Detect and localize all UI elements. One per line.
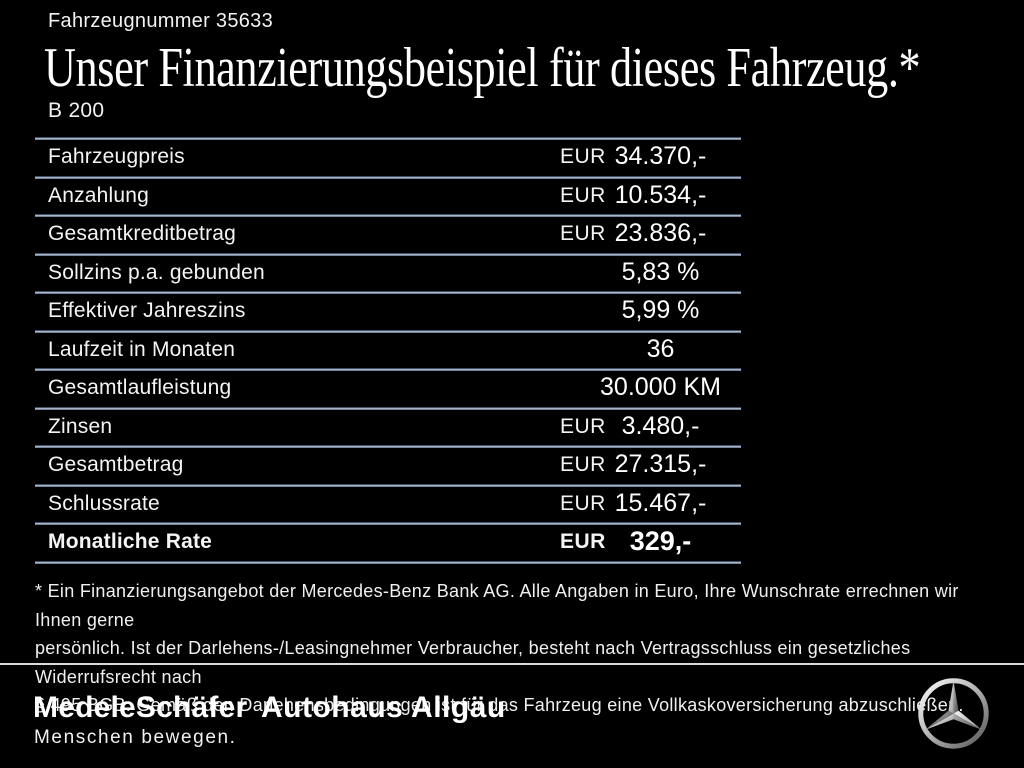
table-row: Schlussrate EUR 15.467,-	[35, 483, 741, 523]
footnote-line: * Ein Finanzierungsangebot der Mercedes-…	[35, 581, 959, 630]
table-row: Anzahlung EUR 10.534,-	[35, 175, 741, 215]
row-label: Sollzins p.a. gebunden	[48, 260, 265, 284]
row-label: Monatliche Rate	[48, 530, 213, 553]
row-label: Anzahlung	[48, 183, 150, 207]
mercedes-star-icon	[915, 675, 992, 752]
table-row: Effektiver Jahreszins 5,99 %	[35, 291, 741, 330]
row-label: Fahrzeugpreis	[48, 145, 185, 168]
row-value: 34.370,-	[614, 142, 707, 170]
table-row: Gesamtlaufleistung 30.000 KM	[35, 368, 741, 407]
model-name: B 200	[48, 99, 105, 122]
row-currency: EUR	[560, 414, 606, 438]
footnote-line: persönlich. Ist der Darlehens-/Leasingne…	[35, 638, 911, 687]
dealer-logo-autohaus-allgaeu: Autohaus Allgäu	[261, 691, 506, 724]
row-label: Laufzeit in Monaten	[48, 337, 236, 361]
finance-table: Fahrzeugpreis EUR 34.370,- Anzahlung EUR…	[35, 137, 741, 564]
table-row: Gesamtkreditbetrag EUR 23.836,-	[35, 214, 741, 253]
table-row: Sollzins p.a. gebunden 5,83 %	[35, 252, 741, 292]
row-currency: EUR	[560, 491, 606, 515]
row-label: Gesamtbetrag	[48, 453, 184, 476]
row-currency: EUR	[560, 453, 606, 476]
row-currency: EUR	[560, 183, 606, 207]
row-value: 30.000 KM	[600, 373, 721, 401]
row-value: 5,99 %	[621, 296, 700, 324]
row-currency: EUR	[560, 530, 606, 553]
row-currency: EUR	[560, 222, 606, 245]
footer-divider	[0, 663, 1024, 665]
table-row: Zinsen EUR 3.480,-	[35, 406, 741, 446]
table-row: Fahrzeugpreis EUR 34.370,-	[35, 137, 741, 176]
row-label: Zinsen	[48, 414, 113, 438]
footnote-line: § 495 BGB. Gemäß den Darlehensbedingunge…	[35, 695, 964, 715]
row-value: 5,83 %	[621, 257, 700, 286]
row-value: 3.480,-	[621, 411, 700, 440]
dealer-tagline: Menschen bewegen.	[34, 727, 237, 748]
row-value: 329,-	[629, 526, 692, 556]
table-row: Gesamtbetrag EUR 27.315,-	[35, 445, 741, 484]
row-value: 23.836,-	[614, 219, 707, 247]
table-row-monthly-rate: Monatliche Rate EUR 329,-	[35, 522, 741, 561]
row-value: 36	[646, 334, 675, 363]
row-currency: EUR	[560, 145, 606, 168]
row-label: Schlussrate	[48, 491, 160, 515]
footnote: * Ein Finanzierungsangebot der Mercedes-…	[35, 577, 1000, 720]
vehicle-number: Fahrzeugnummer 35633	[48, 10, 274, 32]
page-title: Unser Finanzierungsbeispiel für dieses F…	[44, 37, 921, 99]
row-value: 27.315,-	[614, 450, 707, 478]
row-label: Effektiver Jahreszins	[48, 299, 246, 322]
row-label: Gesamtkreditbetrag	[48, 222, 237, 245]
row-value: 15.467,-	[614, 488, 707, 517]
table-row: Laufzeit in Monaten 36	[35, 329, 741, 369]
row-value: 10.534,-	[614, 180, 707, 209]
row-label: Gesamtlaufleistung	[48, 376, 232, 399]
dealer-logo-medele-schaefer: MedeleSchäfer	[33, 691, 248, 724]
